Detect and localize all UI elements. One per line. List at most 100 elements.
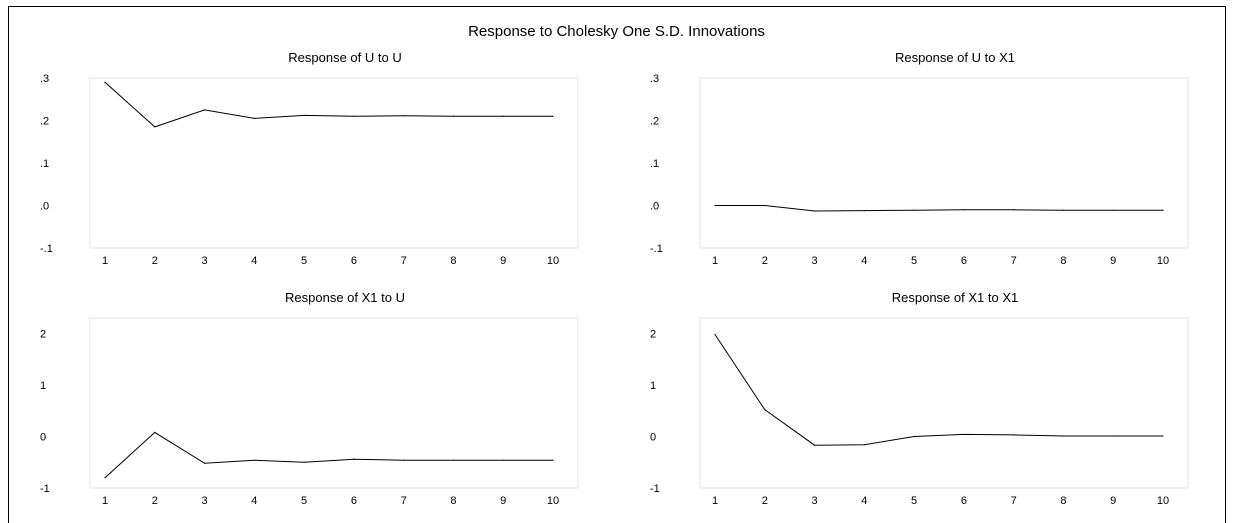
data-point (1162, 435, 1164, 437)
x-tick-label: 5 (301, 495, 307, 507)
x-tick-label: 3 (201, 255, 207, 267)
data-point (963, 209, 965, 211)
x-tick-label: 4 (861, 495, 867, 507)
chart-panel-u-to-u: Response of U to U .3 .2 .1 .0 -.1 1 2 3 4 5 6 7 8 9 1… (30, 50, 590, 270)
x-tick-label: 10 (1157, 495, 1169, 507)
data-point (104, 81, 106, 83)
data-point (764, 204, 766, 207)
x-tick-label: 7 (401, 495, 407, 507)
data-point (1112, 209, 1114, 211)
data-point (403, 115, 405, 117)
x-tick-label: 8 (1060, 255, 1066, 267)
data-point (253, 459, 255, 461)
x-tick-label: 10 (1157, 255, 1169, 267)
data-point (303, 461, 305, 463)
data-point (403, 459, 405, 461)
y-tick-label: .3 (650, 73, 659, 85)
data-point (863, 444, 865, 446)
chart-panel-x1-to-x1: Response of X1 to X1 2 1 0 -1 1 2 3 4 5 6 7 8 9 10 (640, 290, 1200, 510)
data-point (714, 333, 716, 336)
data-point (1062, 435, 1065, 437)
data-point (104, 477, 106, 479)
x-tick-label: 5 (911, 255, 917, 267)
data-point (913, 209, 915, 211)
data-point (303, 114, 305, 116)
x-tick-label: 9 (1110, 495, 1116, 507)
x-tick-label: 3 (201, 495, 207, 507)
x-tick-label: 6 (961, 255, 967, 267)
y-tick-label: .0 (650, 201, 659, 213)
y-tick-label: 1 (650, 380, 656, 392)
figure-frame (8, 6, 1226, 523)
x-tick-label: 8 (450, 495, 456, 507)
x-tick-label: 5 (301, 255, 307, 267)
x-tick-label: 7 (401, 255, 407, 267)
line-chart: 210-11 2 3 4 5 6 7 8 9 10 (650, 317, 1189, 507)
y-tick-label: 0 (40, 431, 46, 443)
data-point (963, 433, 965, 436)
x-tick-label: 8 (1060, 495, 1066, 507)
line-chart: .3 .2 .1 .0 -.1 1 2 3 4 5 6 7 8 9 10 (40, 73, 579, 267)
x-tick-label: 4 (251, 495, 257, 507)
data-point (502, 115, 504, 117)
data-point (1162, 209, 1164, 211)
data-point (552, 115, 554, 117)
x-tick-label: 9 (500, 255, 506, 267)
data-point (203, 109, 206, 111)
line-chart: .3 .2 .1 .0 -.1 1 2 3 4 5 6 7 8 9 10 (650, 73, 1189, 267)
x-tick-label: 6 (351, 495, 357, 507)
y-tick-label: -1 (650, 483, 660, 495)
x-tick-label: 2 (762, 495, 768, 507)
y-tick-label: -.1 (40, 243, 53, 255)
chart-panel-u-to-x1: Response of U to X1 .3 .2 .1 .0 -.1 1 2 3 4 5 6 7 8 9… (640, 50, 1200, 270)
data-point (813, 444, 816, 446)
data-point (813, 210, 816, 212)
plot-area (89, 77, 579, 249)
x-tick-label: 4 (861, 255, 867, 267)
x-tick-label: 6 (961, 495, 967, 507)
data-point (253, 117, 255, 119)
chart-title: Response of X1 to U (285, 290, 405, 305)
y-tick-label: .1 (40, 158, 49, 170)
chart-title: Response of U to X1 (895, 50, 1015, 65)
x-tick-label: 2 (152, 495, 158, 507)
series-line (104, 431, 553, 479)
plot-area (699, 317, 1189, 489)
x-tick-label: 5 (911, 495, 917, 507)
data-point (353, 115, 355, 117)
x-tick-label: 2 (762, 255, 768, 267)
data-point (1062, 209, 1065, 211)
chart-title: Response of X1 to X1 (891, 290, 1019, 305)
data-point (714, 204, 716, 207)
y-tick-label: .2 (650, 116, 659, 128)
x-tick-label: 9 (1110, 255, 1116, 267)
y-tick-label: 0 (650, 431, 656, 443)
x-tick-label: 1 (712, 255, 718, 267)
x-tick-label: 4 (251, 255, 257, 267)
data-point (1013, 434, 1015, 436)
y-tick-label: .2 (40, 116, 49, 128)
data-point (1112, 435, 1114, 437)
data-point (913, 435, 915, 438)
x-tick-label: 1 (102, 255, 108, 267)
series-line (104, 81, 553, 128)
data-point (353, 458, 355, 460)
x-tick-label: 1 (712, 495, 718, 507)
line-chart: 210-11 2 3 4 5 6 7 8 9 10 (40, 317, 579, 507)
y-tick-label: -.1 (650, 243, 663, 255)
data-point (863, 210, 865, 212)
y-tick-label: .1 (650, 158, 659, 170)
y-tick-label: .3 (40, 73, 49, 85)
x-tick-label: 8 (450, 255, 456, 267)
x-tick-label: 10 (547, 495, 559, 507)
x-tick-label: 3 (811, 495, 817, 507)
data-point (154, 431, 156, 433)
chart-title: Response of U to U (288, 50, 402, 65)
series-line (715, 205, 1163, 212)
x-tick-label: 3 (811, 255, 817, 267)
x-tick-label: 7 (1011, 495, 1017, 507)
y-tick-label: .0 (40, 201, 49, 213)
y-tick-label: -1 (40, 483, 50, 495)
x-tick-label: 10 (547, 255, 559, 267)
series-line (714, 334, 1163, 446)
